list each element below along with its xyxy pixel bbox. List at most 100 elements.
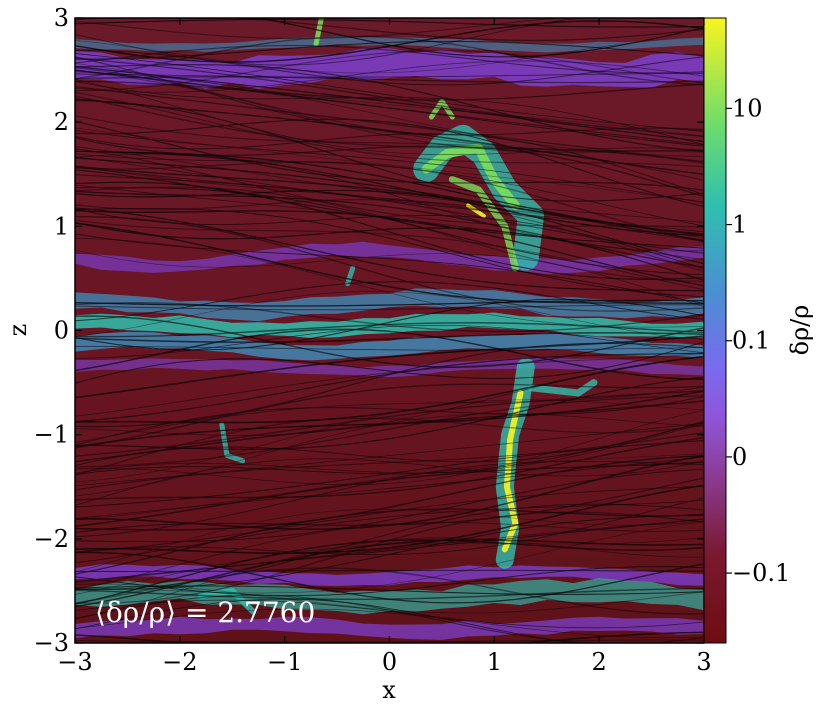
streamline bbox=[75, 453, 704, 521]
density-band bbox=[75, 312, 704, 338]
streamline bbox=[75, 335, 704, 399]
streamline bbox=[75, 608, 704, 639]
streamline bbox=[75, 71, 704, 158]
streamline bbox=[75, 468, 704, 543]
streamline bbox=[75, 302, 704, 333]
x-axis-label: x bbox=[382, 676, 396, 704]
streamline bbox=[75, 249, 704, 308]
streamline bbox=[75, 70, 704, 153]
y-tick-label: −2 bbox=[34, 525, 69, 553]
streamline bbox=[75, 65, 704, 143]
streamline bbox=[75, 156, 704, 233]
streamline bbox=[75, 567, 704, 615]
streamline bbox=[257, 18, 704, 58]
streamline bbox=[75, 341, 704, 384]
streamline bbox=[75, 208, 704, 269]
streamline bbox=[75, 551, 704, 604]
streamline bbox=[75, 376, 704, 450]
streamline bbox=[75, 291, 704, 340]
density-band bbox=[75, 616, 704, 640]
streamline bbox=[75, 346, 704, 351]
streamline bbox=[75, 352, 704, 423]
streamline bbox=[75, 219, 704, 291]
streamline bbox=[75, 521, 704, 594]
y-tick-label: 1 bbox=[54, 212, 69, 240]
streamline bbox=[75, 456, 704, 519]
heatmap-panel bbox=[75, 18, 704, 643]
streamline bbox=[75, 120, 704, 191]
streamline bbox=[75, 233, 704, 304]
colorbar-tick-label: 0 bbox=[732, 443, 747, 471]
y-tick-label: −3 bbox=[34, 629, 69, 657]
streamline bbox=[75, 62, 704, 137]
streamline bbox=[75, 395, 704, 468]
streamline bbox=[75, 599, 704, 629]
streamline bbox=[75, 515, 704, 591]
streamline bbox=[75, 150, 704, 235]
streamline bbox=[75, 18, 704, 42]
streamline bbox=[75, 422, 704, 487]
streamline bbox=[75, 153, 704, 252]
x-tick-label: −3 bbox=[57, 648, 92, 676]
streamline bbox=[75, 69, 704, 147]
streamline bbox=[75, 455, 704, 531]
density-band bbox=[75, 35, 704, 53]
streamline bbox=[75, 594, 704, 643]
streamline bbox=[75, 165, 704, 241]
streamline bbox=[75, 598, 578, 643]
x-tick-label: 3 bbox=[696, 648, 711, 676]
density-filament bbox=[421, 143, 520, 210]
streamline bbox=[75, 133, 704, 196]
density-filament bbox=[501, 390, 524, 553]
streamline bbox=[75, 81, 704, 146]
streamline bbox=[75, 150, 704, 237]
streamline bbox=[75, 18, 565, 40]
x-tick-label: −2 bbox=[162, 648, 197, 676]
streamline bbox=[75, 173, 704, 254]
streamline bbox=[75, 86, 704, 163]
x-tick-label: −1 bbox=[267, 648, 302, 676]
colorbar-label: δρ/ρ bbox=[786, 305, 814, 356]
streamline bbox=[75, 76, 704, 84]
x-tick-label: 1 bbox=[487, 648, 502, 676]
streamline bbox=[75, 207, 704, 292]
streamline bbox=[75, 539, 704, 608]
colorbar-tick-label: −0.1 bbox=[732, 559, 790, 587]
streamline bbox=[75, 222, 704, 305]
streamline bbox=[75, 36, 704, 74]
streamline bbox=[75, 100, 704, 202]
streamline bbox=[75, 72, 704, 78]
streamline bbox=[75, 585, 704, 595]
streamline bbox=[75, 299, 704, 307]
streamline bbox=[75, 539, 704, 605]
streamline bbox=[75, 215, 704, 312]
density-filament bbox=[219, 421, 246, 464]
streamline bbox=[75, 91, 704, 168]
colorbar-tick-label: 0.1 bbox=[732, 327, 770, 355]
y-axis-label: z bbox=[4, 324, 32, 337]
streamline bbox=[75, 395, 704, 446]
streamline bbox=[75, 169, 704, 249]
y-tick-label: 3 bbox=[54, 4, 69, 32]
streamline bbox=[75, 190, 704, 269]
colorbar-tick-label: 10 bbox=[732, 94, 763, 122]
y-axis-ticks: −3 −2 −1 0 1 2 3 bbox=[34, 4, 704, 657]
streamline bbox=[75, 50, 704, 92]
streamline bbox=[75, 484, 704, 554]
streamline bbox=[75, 186, 704, 276]
colorbar-ticks: 10 1 0.1 0 −0.1 bbox=[726, 94, 790, 587]
streamline bbox=[75, 324, 704, 359]
streamline bbox=[75, 80, 704, 101]
y-tick-label: 0 bbox=[54, 317, 69, 345]
streamline bbox=[75, 56, 704, 136]
colorbar-tick-label: 1 bbox=[732, 211, 747, 239]
y-tick-label: 2 bbox=[54, 108, 69, 136]
density-band bbox=[75, 241, 704, 274]
streamline bbox=[75, 137, 704, 198]
streamline bbox=[75, 60, 704, 93]
streamline bbox=[75, 432, 704, 491]
density-band bbox=[75, 578, 704, 615]
streamline bbox=[75, 181, 704, 280]
density-band bbox=[75, 564, 704, 586]
streamline bbox=[75, 417, 704, 476]
